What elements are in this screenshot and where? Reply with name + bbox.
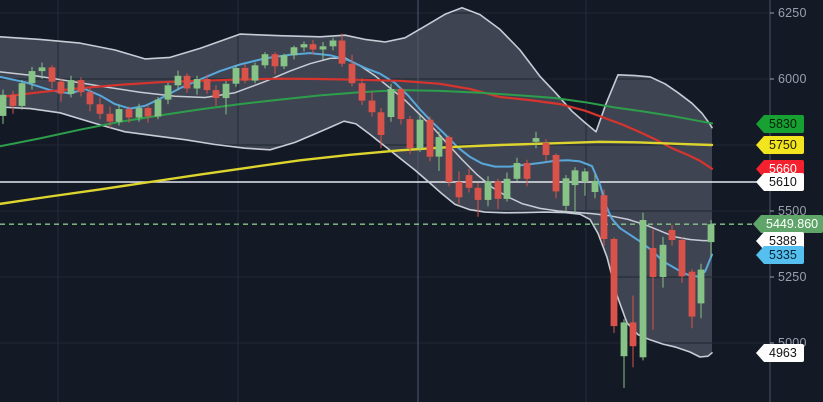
candle-body bbox=[329, 40, 337, 47]
candle-body bbox=[474, 187, 482, 200]
candle-body bbox=[193, 79, 201, 89]
candle-body bbox=[620, 322, 628, 357]
axis-tick-label: 5250 bbox=[778, 270, 807, 284]
candle-body bbox=[271, 54, 279, 67]
candle-body bbox=[503, 178, 511, 199]
candle-body bbox=[135, 108, 143, 118]
candle-body bbox=[48, 67, 56, 82]
candle-body bbox=[28, 71, 36, 84]
candle-body bbox=[562, 178, 570, 206]
candle-body bbox=[183, 75, 191, 89]
candle-body bbox=[212, 90, 220, 98]
candle-body bbox=[678, 240, 686, 277]
candle-body bbox=[0, 94, 7, 116]
candle-body bbox=[86, 92, 94, 105]
ma-blue-price-label: 5335 bbox=[756, 246, 804, 264]
candle-body bbox=[300, 44, 308, 48]
candle-body bbox=[445, 137, 453, 182]
ma-green-price-label: 5830 bbox=[756, 115, 804, 133]
candle-body bbox=[552, 155, 560, 192]
candle-body bbox=[261, 54, 269, 66]
candle-body bbox=[581, 171, 589, 182]
candle-body bbox=[338, 40, 346, 64]
candle-body bbox=[688, 271, 696, 317]
candle-body bbox=[96, 104, 104, 114]
candle-body bbox=[591, 180, 599, 192]
candle-body bbox=[610, 239, 618, 327]
axis-tick-label: 6250 bbox=[778, 6, 807, 20]
bb-lower-price-label: 4963 bbox=[756, 344, 804, 362]
candle-body bbox=[659, 244, 667, 277]
candle-body bbox=[9, 94, 17, 106]
candle-body bbox=[222, 83, 230, 99]
candle-body bbox=[251, 65, 259, 81]
candle-body bbox=[426, 119, 434, 157]
candle-body bbox=[154, 99, 162, 117]
candle-body bbox=[77, 80, 85, 93]
candle-body bbox=[542, 142, 550, 155]
candle-body bbox=[435, 137, 443, 157]
candle-body bbox=[348, 63, 356, 84]
candle-body bbox=[484, 181, 492, 200]
candle-body bbox=[455, 182, 463, 198]
candle-body bbox=[309, 44, 317, 50]
candle-body bbox=[280, 55, 288, 67]
axis-tick-label: 5500 bbox=[778, 204, 807, 218]
candle-body bbox=[241, 67, 249, 81]
ma-red-line bbox=[0, 77, 714, 170]
candle-body bbox=[697, 269, 705, 304]
candle-body bbox=[115, 109, 123, 122]
candle-body bbox=[232, 67, 240, 84]
last-price-label: 5449.860 bbox=[753, 215, 823, 233]
candle-body bbox=[668, 230, 676, 240]
candle-body bbox=[639, 220, 647, 358]
candle-body bbox=[406, 119, 414, 149]
bollinger-band-fill bbox=[0, 7, 712, 357]
candle-body bbox=[465, 175, 473, 188]
candle-body bbox=[125, 109, 133, 118]
candle-body bbox=[144, 108, 152, 117]
bollinger-upper-line bbox=[0, 6, 713, 133]
axis-tick-label: 6000 bbox=[778, 72, 807, 86]
ma-yellow-line bbox=[0, 140, 714, 206]
candle-body bbox=[377, 112, 385, 135]
candle-body bbox=[319, 46, 327, 50]
candle-body bbox=[106, 113, 114, 122]
ma-yellow-price-label: 5750 bbox=[756, 136, 804, 154]
bb-basis-price-label: 5388 bbox=[756, 232, 804, 250]
candle-body bbox=[600, 195, 608, 239]
candle-body bbox=[387, 89, 395, 117]
candle-body bbox=[629, 322, 637, 347]
candle-body bbox=[67, 80, 75, 94]
candle-body bbox=[494, 181, 502, 199]
candle-body bbox=[707, 224, 715, 243]
candle-body bbox=[358, 83, 366, 101]
candle-body bbox=[649, 248, 657, 277]
candle-body bbox=[174, 75, 182, 86]
candle-body bbox=[397, 89, 405, 120]
candle-body bbox=[164, 85, 172, 100]
candle-body bbox=[38, 67, 46, 72]
ma-blue-line bbox=[0, 52, 713, 278]
candle-body bbox=[368, 100, 376, 113]
candle-body bbox=[571, 170, 579, 186]
hline-price-label: 5610 bbox=[756, 173, 804, 191]
candle-body bbox=[203, 79, 211, 91]
candle-body bbox=[416, 119, 424, 149]
candle-body bbox=[57, 81, 65, 94]
candle-body bbox=[290, 47, 298, 56]
candle-body bbox=[523, 163, 531, 179]
candle-body bbox=[532, 138, 540, 142]
candle-body bbox=[513, 163, 521, 179]
candle-body bbox=[18, 83, 26, 106]
